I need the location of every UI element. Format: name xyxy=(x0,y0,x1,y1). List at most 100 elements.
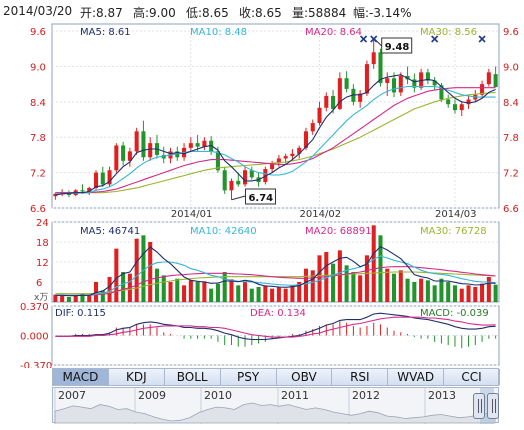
candle-body xyxy=(391,78,397,93)
volume-bar xyxy=(148,242,153,302)
macd-legend-item: DIF: 0.115 xyxy=(55,308,106,319)
candle xyxy=(202,137,207,151)
macd-dea-line xyxy=(55,316,496,338)
volume-bar xyxy=(209,288,214,302)
macd-tick: 0.370 xyxy=(20,302,49,313)
indicator-tabs: MACD KDJ BOLL PSY OBV RSI WVAD CCI xyxy=(52,368,500,386)
candle-body xyxy=(344,78,349,89)
candle xyxy=(378,48,383,87)
price-tick-left: 9.0 xyxy=(30,62,46,73)
quote-date: 2014/03/20 xyxy=(3,4,73,18)
tab-kdj[interactable]: KDJ xyxy=(109,369,165,385)
candle-body xyxy=(310,123,315,132)
tab-wvad[interactable]: WVAD xyxy=(388,369,445,385)
volume-bar xyxy=(66,297,71,302)
event-marker-icon xyxy=(431,35,439,43)
candle xyxy=(134,127,139,155)
volume-bar xyxy=(493,284,498,302)
volume-bar xyxy=(371,225,376,302)
price-legend-item: MA5: 8.61 xyxy=(80,27,131,38)
candle-body xyxy=(419,72,424,88)
candle-body xyxy=(148,143,153,158)
candle xyxy=(53,192,58,200)
tab-cci[interactable]: CCI xyxy=(444,369,500,385)
volume-tick: 18 xyxy=(36,238,49,249)
volume-bar xyxy=(378,235,383,302)
candle-body xyxy=(188,143,193,148)
candle xyxy=(310,119,315,135)
volume-bar xyxy=(317,255,322,302)
candle xyxy=(371,38,376,69)
macd-legend-item: DEA: 0.134 xyxy=(250,308,306,319)
candle-body xyxy=(297,147,302,154)
candle-body xyxy=(141,131,146,158)
month-tick-label: 2014/02 xyxy=(300,209,342,220)
tab-macd[interactable]: MACD xyxy=(53,369,109,385)
volume-bar xyxy=(297,282,302,302)
candle xyxy=(385,72,390,96)
candle xyxy=(222,166,227,194)
candle-body xyxy=(100,172,105,185)
event-marker-icon xyxy=(478,35,486,43)
volume-bar xyxy=(276,287,281,302)
price-tick-left: 7.8 xyxy=(30,133,46,144)
navigator-year-label: 2013 xyxy=(428,389,456,402)
volume-bar xyxy=(87,294,92,302)
candle-body xyxy=(371,52,376,65)
candle-body xyxy=(134,131,139,152)
low-callout-box xyxy=(244,188,276,205)
volume-bar xyxy=(168,282,173,302)
volume-bar xyxy=(412,282,417,302)
candle xyxy=(391,72,397,98)
volume-unit-label: x万 xyxy=(34,293,48,303)
candle-body xyxy=(276,158,281,164)
volume-bar xyxy=(121,272,126,302)
candle-body xyxy=(283,156,288,159)
tab-boll[interactable]: BOLL xyxy=(165,369,221,385)
tab-psy[interactable]: PSY xyxy=(221,369,277,385)
price-ma30-line xyxy=(55,91,496,194)
candle xyxy=(493,66,498,88)
panel-frame xyxy=(51,23,500,209)
volume-bar xyxy=(283,288,288,302)
volume-bar xyxy=(290,285,295,302)
quote-high: 高:9.00 xyxy=(133,6,176,20)
candle xyxy=(452,99,458,114)
volume-bar xyxy=(432,285,437,302)
volume-bar xyxy=(114,248,119,302)
volume-bar xyxy=(175,278,180,302)
candle-body xyxy=(303,131,309,148)
candle-body xyxy=(249,170,254,178)
candle xyxy=(100,166,105,187)
volume-bar xyxy=(466,285,471,302)
candle xyxy=(432,77,437,91)
candle-body xyxy=(107,170,112,185)
month-tick-label: 2014/03 xyxy=(435,209,477,220)
timeline-navigator[interactable]: 2007 2009 2010 2011 2012 2013 xyxy=(52,387,499,424)
navigator-year-label: 2010 xyxy=(204,389,232,402)
volume-bar xyxy=(80,294,85,302)
volume-bar xyxy=(480,283,485,302)
candle-body xyxy=(452,104,458,111)
candle xyxy=(425,68,430,85)
volume-bar xyxy=(107,277,112,302)
tab-rsi[interactable]: RSI xyxy=(332,369,389,385)
volume-bar xyxy=(188,280,193,302)
volume-bar xyxy=(154,268,160,302)
volume-bar xyxy=(391,273,397,302)
event-marker-icon xyxy=(359,35,368,43)
volume-bar xyxy=(100,290,105,302)
candle-body xyxy=(493,74,498,88)
tab-obv[interactable]: OBV xyxy=(277,369,333,385)
range-handle-right[interactable] xyxy=(487,393,499,419)
candle xyxy=(242,166,248,187)
range-handle-left[interactable] xyxy=(473,393,485,419)
volume-ma5-line xyxy=(55,246,496,297)
price-tick-right: 8.4 xyxy=(503,98,519,109)
stock-chart[interactable]: 9.6 9.6 9.0 9.0 8.4 8.4 7.8 7.8 7.2 7.2 6.6 6.6 2014… xyxy=(0,0,524,368)
volume-bar xyxy=(93,282,99,302)
low-callout-label: 6.74 xyxy=(248,193,273,204)
volume-bar xyxy=(270,288,275,302)
volume-bar xyxy=(303,268,309,302)
volume-bar xyxy=(161,275,166,302)
